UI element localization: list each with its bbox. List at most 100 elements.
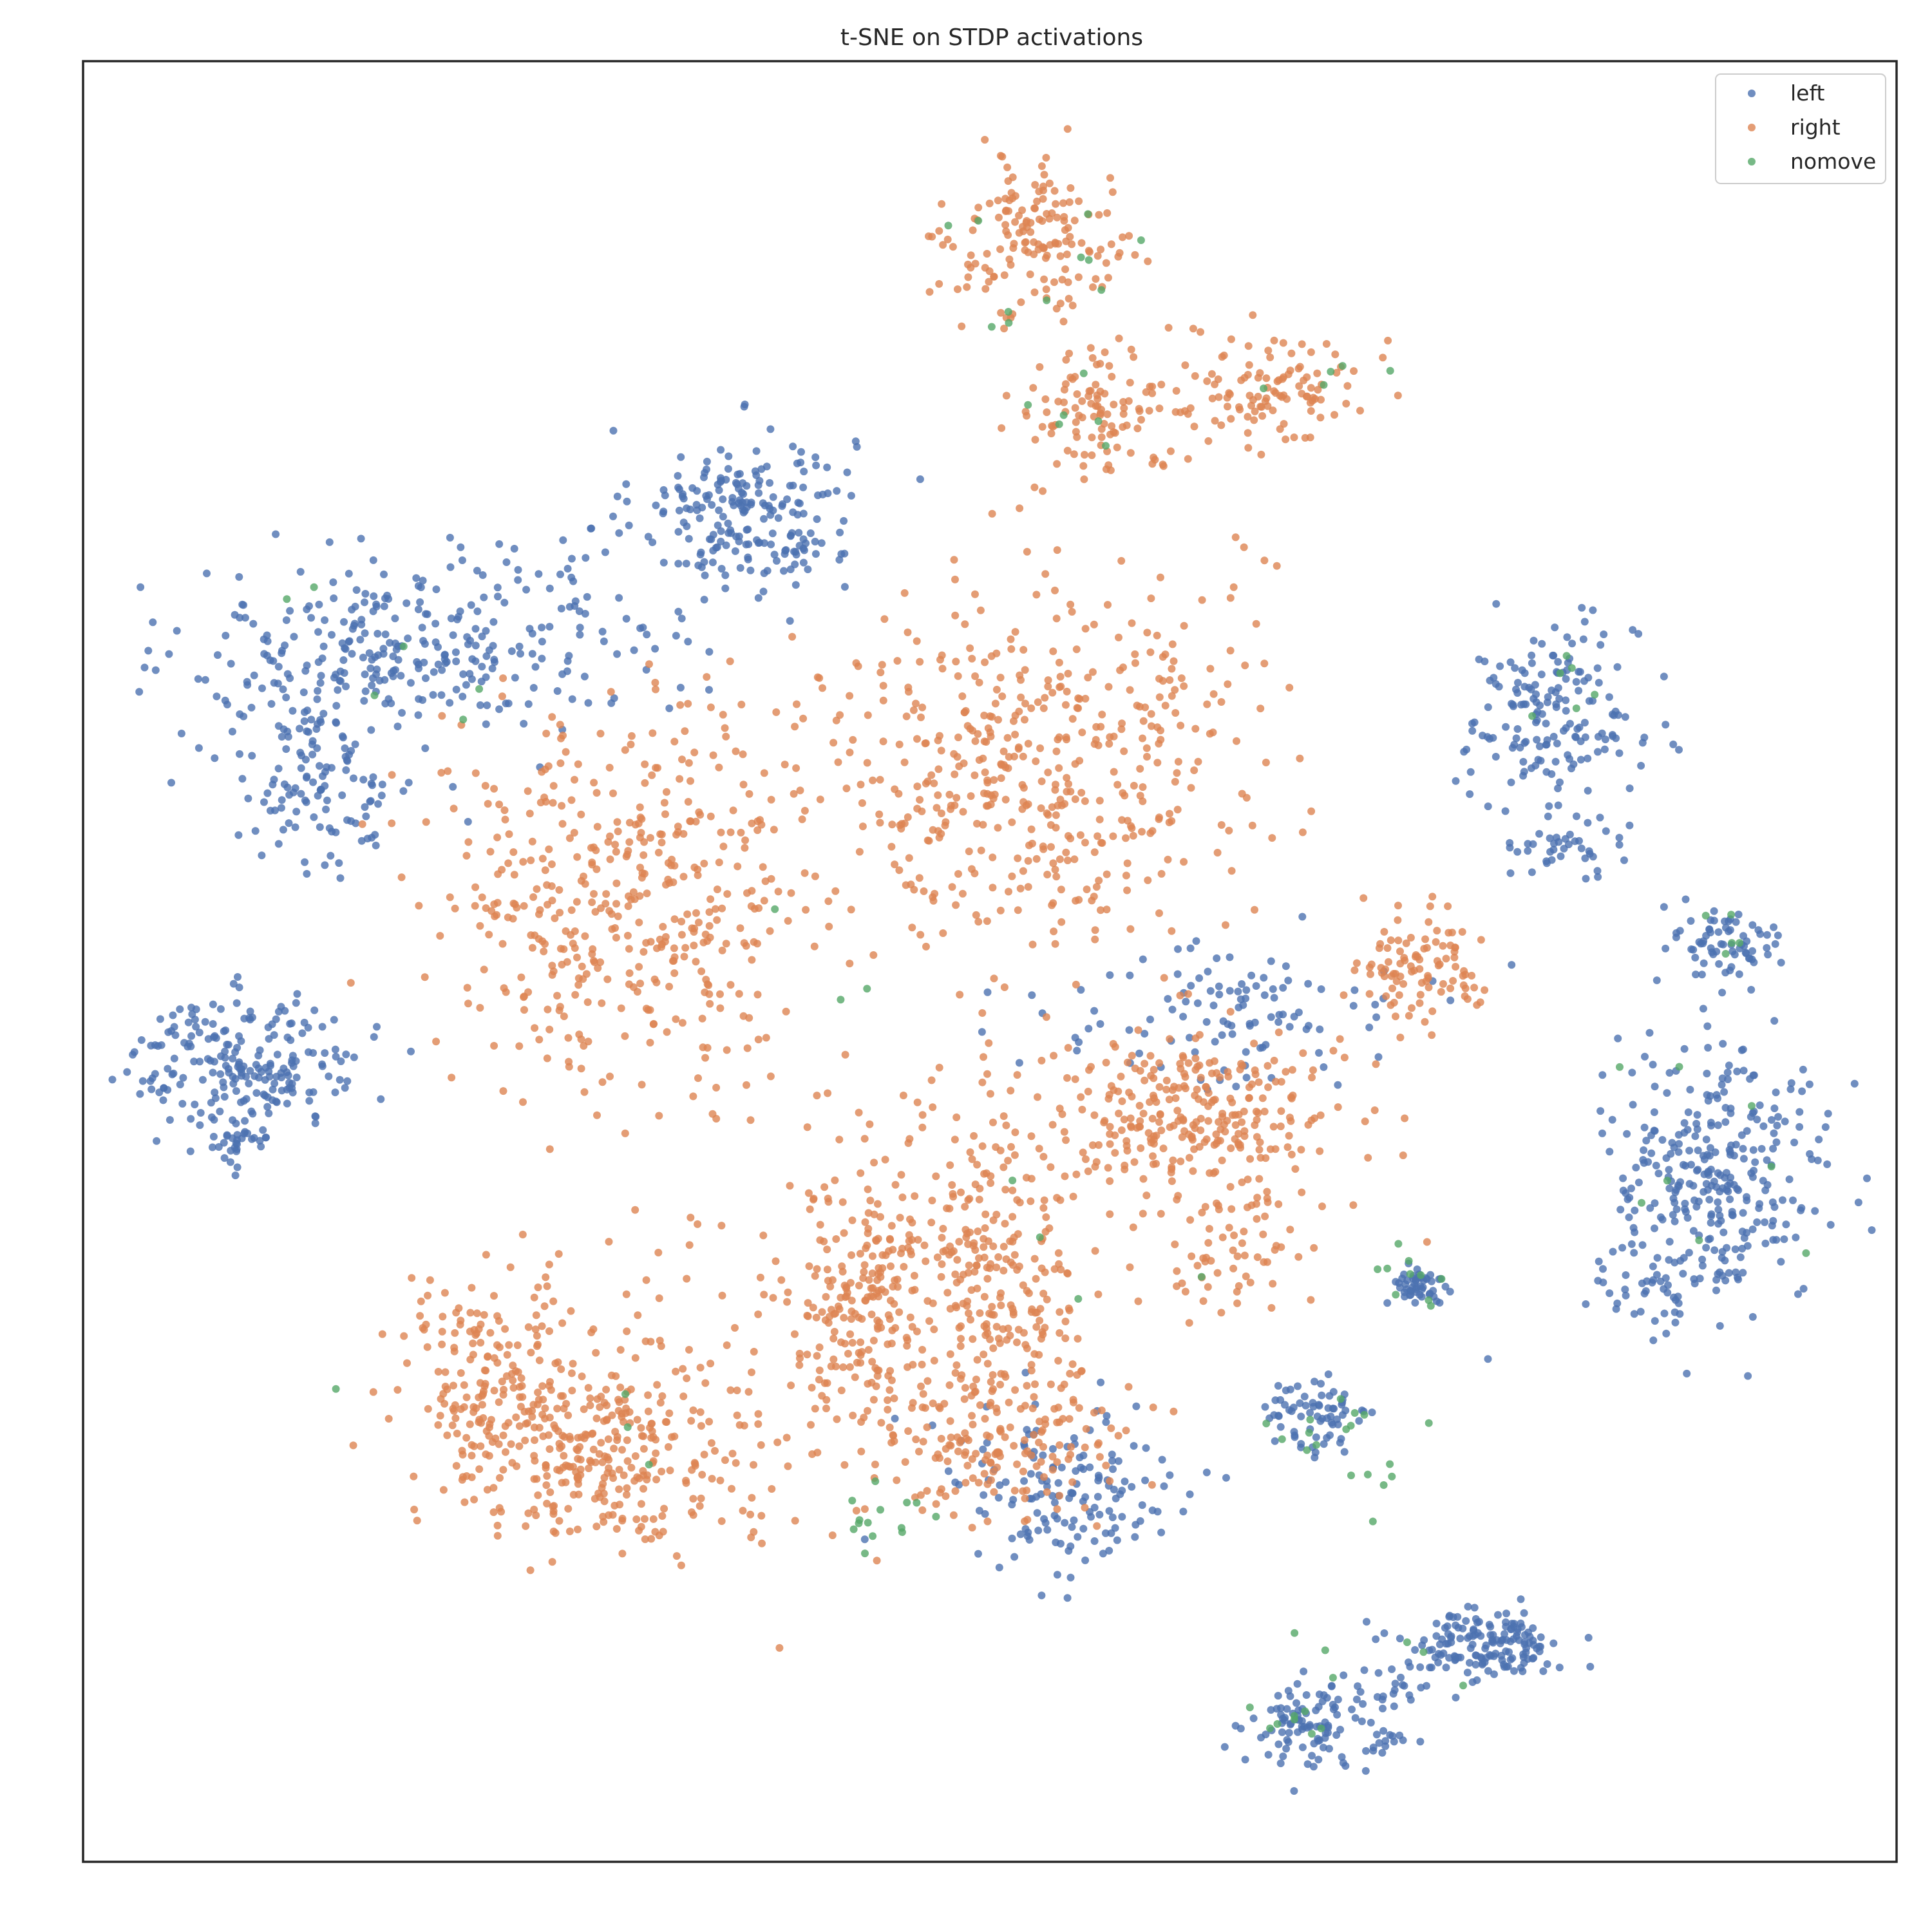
point-left [270,1079,279,1088]
point-left [1368,1408,1376,1417]
point-left [1680,1045,1689,1053]
point-right [705,1417,714,1426]
point-right [601,900,610,908]
point-left [522,585,531,594]
point-right [1155,1118,1163,1126]
points-layer [108,125,1876,1795]
point-left [1696,1274,1704,1283]
point-right [545,1327,553,1335]
point-right [1184,990,1192,998]
point-right [624,847,632,855]
point-left [1321,1734,1329,1742]
point-right [946,1161,954,1170]
point-left [289,706,297,715]
point-right [1307,384,1315,392]
point-left [305,1088,314,1097]
point-right [603,975,612,983]
point-left [843,468,851,477]
point-right [739,781,748,789]
point-left [1220,1743,1229,1751]
point-left [1613,663,1622,671]
point-right [746,1116,755,1124]
point-left [194,675,202,683]
point-right [838,1198,847,1206]
point-left [1276,1423,1285,1431]
point-right [612,934,620,942]
point-right [741,844,749,852]
point-right [512,1413,520,1421]
point-right [770,826,778,834]
point-left [299,688,308,696]
point-right [485,1452,493,1460]
point-left [1218,1031,1226,1039]
point-right [973,1284,981,1293]
point-right [500,806,509,815]
point-left [386,639,394,647]
point-right [923,1487,931,1495]
point-right [802,905,810,914]
point-left [235,573,243,581]
point-right [977,846,985,855]
point-right [1053,1193,1061,1202]
point-right [644,1407,652,1416]
point-left [1609,732,1617,741]
point-left [1468,726,1477,735]
point-right [641,1515,649,1523]
point-right [947,1434,955,1441]
point-left [1121,1477,1129,1486]
point-left [236,614,244,622]
point-left [1653,1254,1662,1262]
point-left [1235,1003,1243,1012]
point-left [1528,868,1536,876]
point-left [1721,917,1729,925]
point-left [1705,925,1714,933]
point-left [1303,1760,1312,1768]
point-left [1279,1752,1287,1761]
point-right [495,1504,504,1512]
point-right [674,828,682,836]
point-right [978,1078,987,1086]
point-right [816,795,824,804]
point-right [1287,1117,1295,1125]
point-left [1680,1119,1689,1127]
point-left [1434,1658,1443,1667]
point-right [701,931,710,938]
point-right [966,1228,974,1236]
point-left [323,796,331,804]
point-left [361,670,369,679]
point-right [1120,404,1128,412]
point-right [439,1312,447,1321]
point-left [1694,1197,1703,1206]
point-right [1107,1424,1115,1432]
point-left [1706,1235,1714,1243]
point-right [1063,687,1071,696]
point-right [1137,415,1145,424]
point-right [540,947,548,956]
point-right [949,1511,958,1519]
point-left [1066,1542,1075,1551]
point-right [1009,173,1017,182]
point-right [1108,372,1116,381]
point-right [997,308,1005,317]
point-right [393,1386,402,1394]
point-left [734,470,742,478]
point-right [698,1014,706,1023]
point-right [1119,423,1127,431]
point-right [656,830,665,838]
point-left [724,452,733,460]
point-left [1774,931,1782,940]
point-right [1011,1128,1019,1137]
point-right [886,1386,894,1394]
point-right [1034,698,1042,706]
point-left [1671,1318,1680,1327]
point-left [1400,1270,1408,1278]
point-left [1520,700,1528,708]
point-right [1082,1425,1090,1433]
point-right [600,1518,608,1526]
point-left [308,750,317,759]
point-right [705,922,714,930]
point-right [1001,1220,1009,1228]
point-right [1092,275,1100,283]
point-right [980,712,989,719]
point-right [1181,361,1189,370]
